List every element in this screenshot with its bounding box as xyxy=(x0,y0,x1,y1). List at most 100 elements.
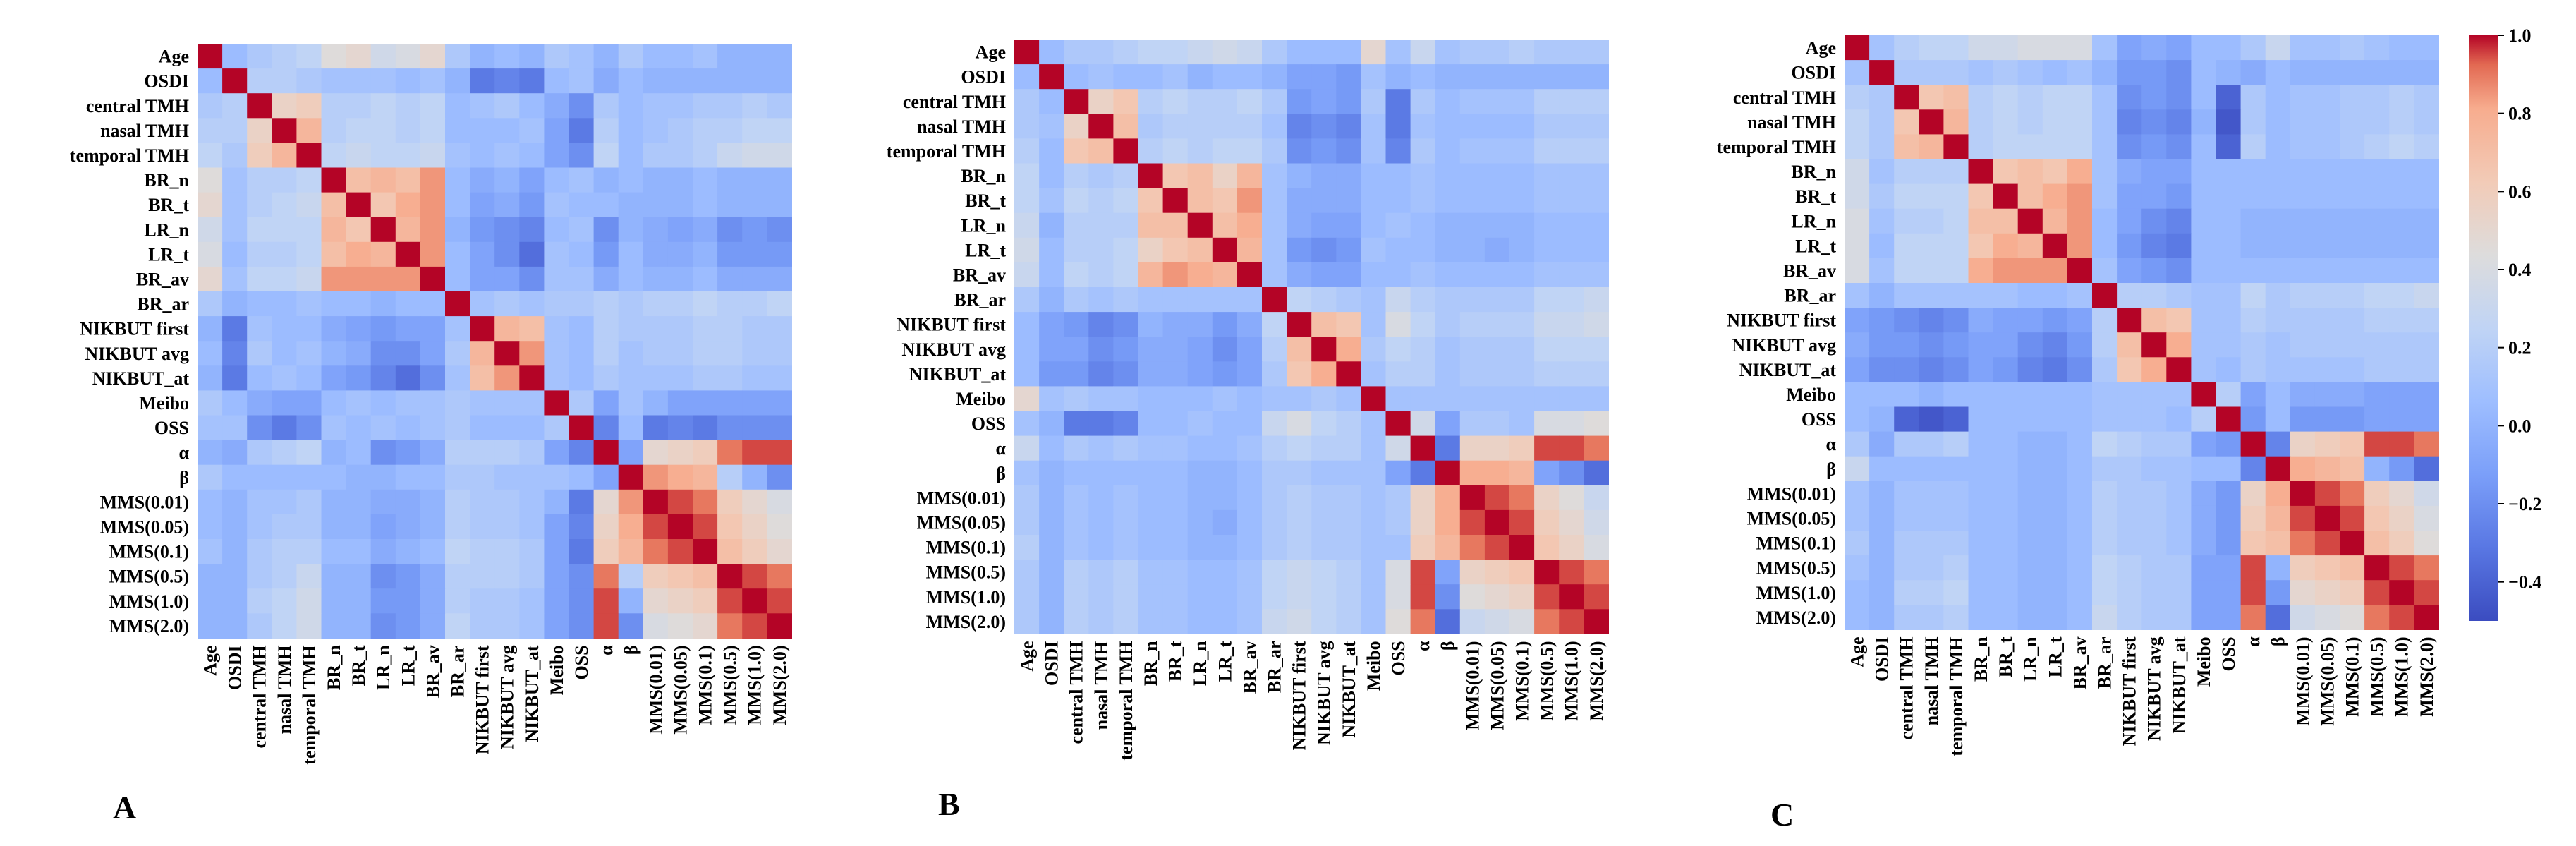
heatmap-cell-a-0-18 xyxy=(643,44,669,69)
heatmap-cell-b-6-13 xyxy=(1336,188,1361,214)
heatmap-cell-a-10-10 xyxy=(445,291,470,317)
heatmap-cell-c-9-15 xyxy=(2216,258,2242,284)
col-label-b-osdi: OSDI xyxy=(1042,641,1062,686)
heatmap-cell-a-18-1 xyxy=(222,489,248,515)
heatmap-cell-a-2-7 xyxy=(370,93,396,119)
heatmap-cell-b-5-7 xyxy=(1187,163,1213,189)
heatmap-cell-a-12-15 xyxy=(569,341,595,366)
heatmap-cell-c-5-18 xyxy=(2290,159,2316,185)
heatmap-cell-a-10-0 xyxy=(198,291,223,317)
heatmap-cell-c-10-2 xyxy=(1894,283,1919,308)
heatmap-cell-c-12-10 xyxy=(2092,332,2118,358)
heatmap-cell-b-1-7 xyxy=(1187,64,1213,90)
heatmap-cell-b-14-21 xyxy=(1534,386,1560,412)
heatmap-cell-a-21-22 xyxy=(742,564,767,589)
heatmap-cell-c-17-22 xyxy=(2389,456,2414,482)
col-label-c-osdi: OSDI xyxy=(1872,636,1892,682)
heatmap-cell-a-16-1 xyxy=(222,440,248,466)
heatmap-cell-b-1-17 xyxy=(1435,64,1461,90)
heatmap-cell-c-8-18 xyxy=(2290,233,2316,259)
heatmap-cell-c-13-5 xyxy=(1968,357,1994,382)
heatmap-cell-c-15-15 xyxy=(2216,406,2242,433)
heatmap-cell-a-4-21 xyxy=(717,143,743,169)
heatmap-cell-a-7-8 xyxy=(395,217,421,243)
heatmap-cell-b-6-16 xyxy=(1410,188,1436,214)
heatmap-cell-a-19-23 xyxy=(767,514,792,540)
heatmap-cell-a-6-12 xyxy=(494,192,520,218)
heatmap-cell-b-7-23 xyxy=(1584,212,1609,238)
heatmap-cell-b-12-19 xyxy=(1484,337,1510,362)
heatmap-cell-b-16-9 xyxy=(1237,435,1263,461)
heatmap-cell-a-9-19 xyxy=(667,266,693,292)
heatmap-cell-c-22-15 xyxy=(2216,580,2242,605)
heatmap-cell-c-16-23 xyxy=(2414,431,2439,457)
heatmap-cell-c-3-14 xyxy=(2191,109,2217,135)
heatmap-cell-a-23-19 xyxy=(667,613,693,639)
heatmap-cell-b-7-22 xyxy=(1559,212,1584,238)
heatmap-cell-c-19-19 xyxy=(2314,505,2340,531)
heatmap-cell-b-3-12 xyxy=(1311,114,1337,139)
heatmap-cell-c-21-4 xyxy=(1943,555,1969,581)
heatmap-cell-a-17-18 xyxy=(643,464,669,490)
heatmap-cell-a-10-5 xyxy=(321,291,347,317)
heatmap-cell-c-16-5 xyxy=(1968,431,1994,457)
heatmap-cell-c-2-2 xyxy=(1894,85,1919,110)
col-label-a-mms-0-01: MMS(0.01) xyxy=(645,645,666,734)
heatmap-cell-b-10-8 xyxy=(1212,287,1238,313)
heatmap-cell-a-16-14 xyxy=(544,440,570,466)
heatmap-cell-b-16-2 xyxy=(1064,435,1089,461)
heatmap-cell-b-0-21 xyxy=(1534,40,1560,65)
heatmap-cell-b-13-14 xyxy=(1361,361,1387,387)
heatmap-cell-b-1-2 xyxy=(1064,64,1089,90)
heatmap-cell-a-19-21 xyxy=(717,514,743,540)
heatmap-cell-c-15-16 xyxy=(2240,406,2266,433)
heatmap-cell-c-23-5 xyxy=(1968,605,1994,630)
heatmap-cell-a-16-3 xyxy=(272,440,297,466)
heatmap-cell-a-19-12 xyxy=(494,514,520,540)
heatmap-cell-c-11-3 xyxy=(1919,308,1944,333)
heatmap-cell-c-18-0 xyxy=(1845,481,1870,507)
heatmap-cell-c-23-10 xyxy=(2092,605,2118,630)
heatmap-cell-c-3-6 xyxy=(1993,109,2019,135)
heatmap-cell-c-7-0 xyxy=(1845,208,1870,234)
row-label-a-br-t: BR_t xyxy=(148,195,189,215)
heatmap-cell-c-12-16 xyxy=(2240,332,2266,358)
heatmap-cell-c-13-11 xyxy=(2117,357,2142,382)
heatmap-cell-c-6-2 xyxy=(1894,183,1919,210)
heatmap-cell-c-19-23 xyxy=(2414,505,2439,531)
heatmap-cell-b-18-18 xyxy=(1459,485,1486,511)
heatmap-cell-a-9-1 xyxy=(222,266,248,292)
heatmap-cell-b-14-1 xyxy=(1039,386,1064,412)
heatmap-cell-a-2-8 xyxy=(395,93,421,119)
heatmap-cell-c-4-9 xyxy=(2067,134,2093,160)
heatmap-cell-c-3-19 xyxy=(2314,109,2340,135)
row-label-b-nikbut-at: NIKBUT_at xyxy=(909,364,1007,385)
heatmap-cell-a-5-22 xyxy=(742,167,767,193)
heatmap-cell-c-5-5 xyxy=(1968,159,1994,185)
heatmap-cell-b-17-19 xyxy=(1484,460,1510,486)
heatmap-cell-c-14-7 xyxy=(2017,382,2043,408)
heatmap-cell-b-19-23 xyxy=(1584,509,1609,536)
heatmap-cell-b-1-18 xyxy=(1459,64,1486,90)
heatmap-cell-b-22-23 xyxy=(1584,584,1609,610)
heatmap-cell-a-13-17 xyxy=(618,365,644,391)
heatmap-cell-b-19-22 xyxy=(1559,509,1584,536)
heatmap-cell-a-8-10 xyxy=(445,241,470,267)
heatmap-cell-b-21-11 xyxy=(1287,560,1312,585)
heatmap-cell-a-2-12 xyxy=(494,93,520,119)
heatmap-cell-b-9-5 xyxy=(1138,262,1164,288)
heatmap-cell-c-5-10 xyxy=(2092,159,2118,185)
heatmap-cell-c-10-22 xyxy=(2389,283,2414,308)
heatmap-cell-a-21-13 xyxy=(519,564,545,589)
heatmap-cell-c-7-20 xyxy=(2340,208,2365,234)
heatmap-cell-c-20-1 xyxy=(1869,531,1895,556)
heatmap-cell-b-2-22 xyxy=(1559,89,1584,114)
heatmap-cell-a-22-12 xyxy=(494,588,520,614)
heatmap-cell-b-13-18 xyxy=(1459,361,1486,387)
heatmap-cell-c-6-15 xyxy=(2216,183,2242,210)
heatmap-cell-b-11-6 xyxy=(1162,312,1189,337)
heatmap-cell-b-3-0 xyxy=(1014,114,1040,139)
heatmap-cell-c-22-14 xyxy=(2191,580,2217,605)
heatmap-cell-b-13-0 xyxy=(1014,361,1040,387)
row-label-b-mms-0-01: MMS(0.01) xyxy=(917,488,1006,508)
